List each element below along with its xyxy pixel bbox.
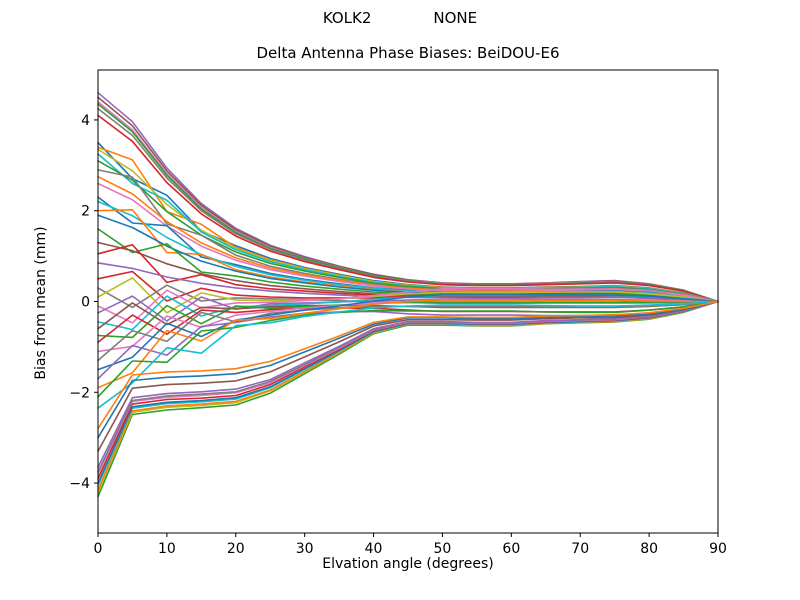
series-line-44 xyxy=(97,300,719,480)
series-line-36 xyxy=(97,299,719,389)
x-tick-label: 60 xyxy=(502,541,520,557)
series-line-30 xyxy=(97,300,719,339)
series-line-09 xyxy=(97,148,719,303)
series-line-34 xyxy=(97,293,719,371)
suptitle-station: KOLK2 xyxy=(322,9,372,27)
y-tick-label: 4 xyxy=(81,113,90,129)
x-tick-label: 50 xyxy=(434,541,452,557)
series-line-37 xyxy=(97,300,719,398)
y-tick-label: −4 xyxy=(69,476,90,492)
x-tick-label: 0 xyxy=(94,541,103,557)
y-tick-label: 2 xyxy=(81,204,90,220)
series-line-05 xyxy=(97,107,719,303)
series-line-04 xyxy=(97,103,719,303)
x-tick-label: 70 xyxy=(571,541,589,557)
x-tick-label: 40 xyxy=(365,541,383,557)
series-line-48 xyxy=(97,300,719,453)
series-line-47 xyxy=(97,300,719,469)
series-line-38 xyxy=(97,300,719,410)
x-tick-label: 20 xyxy=(227,541,245,557)
suptitle: KOLK2 NONE xyxy=(0,9,800,27)
series-line-46 xyxy=(97,300,719,473)
x-tick-label: 10 xyxy=(158,541,176,557)
x-tick-label: 90 xyxy=(709,541,727,557)
series-line-25 xyxy=(97,277,719,314)
x-tick-label: 30 xyxy=(296,541,314,557)
x-axis-label: Elvation angle (degrees) xyxy=(322,556,494,572)
y-tick-label: 0 xyxy=(81,295,90,311)
axes-title: Delta Antenna Phase Biases: BeiDOU-E6 xyxy=(256,44,560,62)
series-line-06 xyxy=(97,114,719,303)
x-tick-label: 80 xyxy=(640,541,658,557)
series-line-50 xyxy=(97,300,719,430)
series-line-27 xyxy=(97,295,719,322)
series-line-49 xyxy=(97,300,719,439)
series-line-45 xyxy=(97,300,719,475)
series-line-42 xyxy=(97,300,719,487)
series-line-08 xyxy=(97,146,719,303)
suptitle-solution: NONE xyxy=(433,9,478,27)
y-tick-label: −2 xyxy=(69,385,90,401)
y-axis-label: Bias from mean (mm) xyxy=(33,226,49,380)
